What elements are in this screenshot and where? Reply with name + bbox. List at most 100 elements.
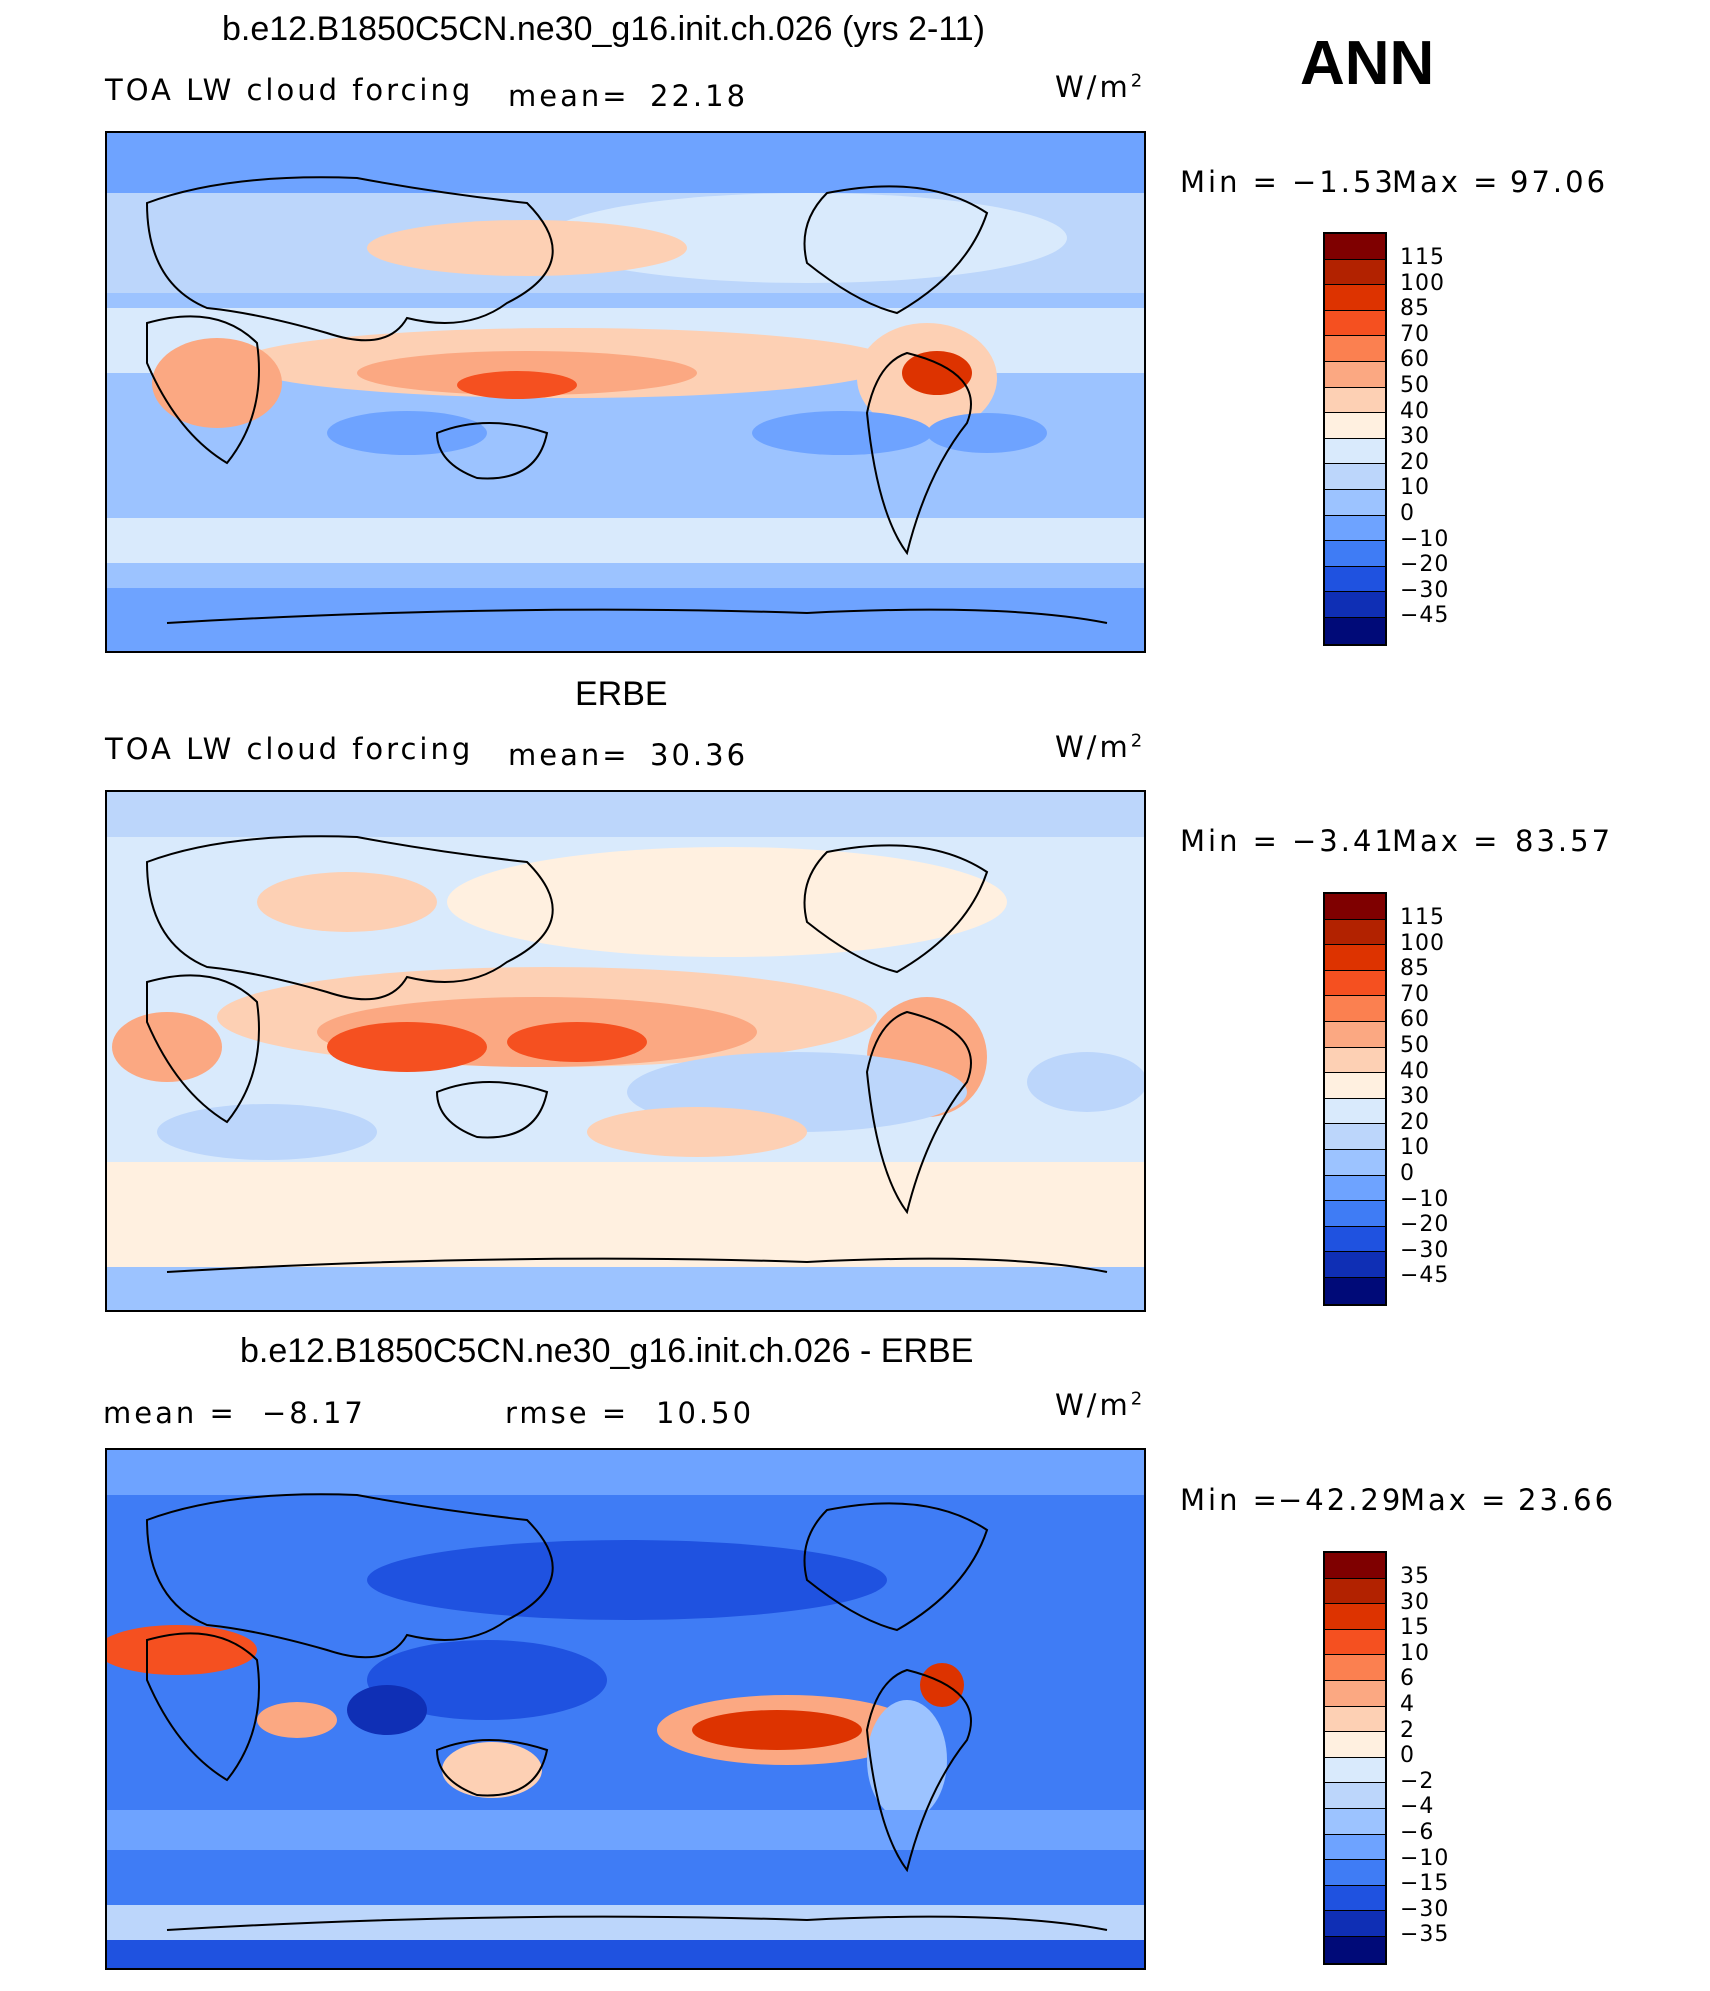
colorbar-swatch bbox=[1325, 1757, 1385, 1784]
colorbar-swatch bbox=[1325, 1629, 1385, 1656]
colorbar-level-label: 85 bbox=[1400, 956, 1430, 982]
panel3-map bbox=[105, 1448, 1146, 1970]
colorbar-level-label: 20 bbox=[1400, 449, 1430, 475]
colorbar-level-label: 115 bbox=[1400, 245, 1445, 270]
colorbar-level-label: 30 bbox=[1400, 1084, 1430, 1110]
panel2-units: W/m2 bbox=[1055, 730, 1146, 764]
panel2-sind bbox=[157, 1104, 377, 1160]
panel1-coastlines bbox=[145, 176, 1108, 624]
panel3-colorbar-labels: 35 30 15 10 6 4 2 0 −2 −4 −6 −10 −15 −30 −35 bbox=[1400, 1564, 1449, 1948]
colorbar-level-label: 0 bbox=[1400, 1743, 1415, 1769]
colorbar-level-label: −4 bbox=[1400, 1794, 1435, 1820]
colorbar-swatch bbox=[1325, 361, 1385, 388]
colorbar-level-label: 30 bbox=[1400, 1589, 1430, 1615]
panel3-antarctica bbox=[166, 1915, 1108, 1931]
colorbar-swatch bbox=[1325, 919, 1385, 946]
colorbar-swatch bbox=[1325, 592, 1385, 618]
panel2-spcz bbox=[587, 1107, 807, 1157]
colorbar-level-label: −20 bbox=[1400, 552, 1450, 578]
panel1-maxcore bbox=[457, 371, 577, 399]
panel3-eurasia bbox=[145, 1493, 554, 1659]
colorbar-level-label: −6 bbox=[1400, 1819, 1435, 1845]
colorbar-level-label: 10 bbox=[1400, 1640, 1430, 1666]
colorbar-swatch bbox=[1325, 1175, 1385, 1202]
panel1-africa-outline bbox=[146, 315, 260, 465]
panel2-africa bbox=[112, 1012, 222, 1082]
colorbar-swatch bbox=[1325, 1277, 1385, 1304]
colorbar-swatch bbox=[1325, 515, 1385, 542]
panel3-samerica bbox=[867, 1700, 947, 1820]
panel1-samerica-outline bbox=[865, 351, 972, 556]
panel2-samerica-outline bbox=[865, 1010, 972, 1215]
colorbar-swatch bbox=[1325, 387, 1385, 414]
panel2-eurasia bbox=[145, 835, 554, 1001]
colorbar-level-label: 50 bbox=[1400, 1032, 1430, 1058]
panel2-satl bbox=[1027, 1052, 1144, 1112]
colorbar-swatch bbox=[1325, 464, 1385, 490]
panel1-mean-value: 22.18 bbox=[650, 79, 749, 113]
colorbar-swatch bbox=[1325, 1783, 1385, 1809]
colorbar-level-label: 2 bbox=[1400, 1717, 1415, 1743]
colorbar-level-label: 4 bbox=[1400, 1691, 1415, 1717]
panel2-maxcore bbox=[327, 1022, 487, 1072]
colorbar-swatch bbox=[1325, 894, 1385, 920]
colorbar-level-label: 40 bbox=[1400, 1058, 1430, 1084]
colorbar-level-label: 10 bbox=[1400, 1135, 1430, 1161]
panel1-map bbox=[105, 131, 1146, 653]
panel3-npac bbox=[367, 1540, 887, 1620]
colorbar-level-label: 100 bbox=[1400, 270, 1445, 296]
panel3-units: W/m2 bbox=[1055, 1388, 1146, 1422]
colorbar-swatch bbox=[1325, 1201, 1385, 1227]
panel2-min-value: −3.41 bbox=[1292, 824, 1396, 858]
colorbar-swatch bbox=[1325, 413, 1385, 439]
panel3-namerica bbox=[803, 1502, 989, 1632]
panel1-band-antarctic bbox=[107, 588, 1144, 651]
panel1-min-label: Min = bbox=[1180, 165, 1280, 199]
panel2-antarctica bbox=[166, 1257, 1108, 1273]
colorbar-level-label: 20 bbox=[1400, 1109, 1430, 1135]
colorbar-level-label: −35 bbox=[1400, 1922, 1450, 1948]
season-label: ANN bbox=[1300, 29, 1435, 98]
panel3-mean-label: mean = bbox=[103, 1396, 237, 1430]
panel2-min-label: Min = bbox=[1180, 824, 1280, 858]
colorbar-swatch bbox=[1325, 1834, 1385, 1861]
colorbar-swatch bbox=[1325, 1021, 1385, 1048]
panel2-maxcore2 bbox=[507, 1022, 647, 1062]
colorbar-level-label: 70 bbox=[1400, 981, 1430, 1007]
panel3-max-value: 23.66 bbox=[1518, 1483, 1617, 1517]
colorbar-level-label: −10 bbox=[1400, 1845, 1450, 1871]
colorbar-level-label: −2 bbox=[1400, 1768, 1435, 1794]
panel2-africa-outline bbox=[146, 974, 260, 1124]
panel2-namerica bbox=[803, 844, 989, 974]
colorbar-level-label: −15 bbox=[1400, 1871, 1450, 1897]
panel2-band-antarctic bbox=[107, 1267, 1144, 1310]
panel1-colombia bbox=[902, 351, 972, 395]
panel3-field-bg bbox=[107, 1450, 1144, 1968]
panel1-npac-cloud bbox=[547, 193, 1067, 283]
colorbar-level-label: 15 bbox=[1400, 1615, 1430, 1641]
colorbar-swatch bbox=[1325, 336, 1385, 362]
panel2-colorbar-labels: 115 100 85 70 60 50 40 30 20 10 0 −10 −20 −30 −45 bbox=[1400, 905, 1449, 1289]
panel3-africa-outline bbox=[146, 1632, 260, 1782]
panel3-colombia bbox=[920, 1663, 964, 1707]
panel1-max-value: 97.06 bbox=[1510, 165, 1609, 199]
colorbar-swatch bbox=[1325, 489, 1385, 516]
colorbar-swatch bbox=[1325, 1655, 1385, 1681]
panel1-africa bbox=[152, 338, 282, 428]
colorbar-level-label: −30 bbox=[1400, 1237, 1450, 1263]
panel1-satl bbox=[927, 413, 1047, 453]
colorbar-swatch bbox=[1325, 617, 1385, 644]
colorbar-swatch bbox=[1325, 285, 1385, 311]
panel3-australia bbox=[435, 1739, 549, 1797]
panel3-min-value: −42.29 bbox=[1278, 1483, 1404, 1517]
panel3-coastlines bbox=[145, 1493, 1108, 1931]
panel2-coastlines bbox=[145, 835, 1108, 1273]
colorbar-swatch bbox=[1325, 234, 1385, 260]
colorbar-swatch bbox=[1325, 1098, 1385, 1125]
colorbar-swatch bbox=[1325, 1124, 1385, 1150]
colorbar-level-label: 115 bbox=[1400, 905, 1445, 930]
colorbar-level-label: 60 bbox=[1400, 347, 1430, 373]
colorbar-swatch bbox=[1325, 1252, 1385, 1278]
panel2-band-arctic bbox=[107, 792, 1144, 837]
panel1-kuroshio bbox=[367, 220, 687, 276]
